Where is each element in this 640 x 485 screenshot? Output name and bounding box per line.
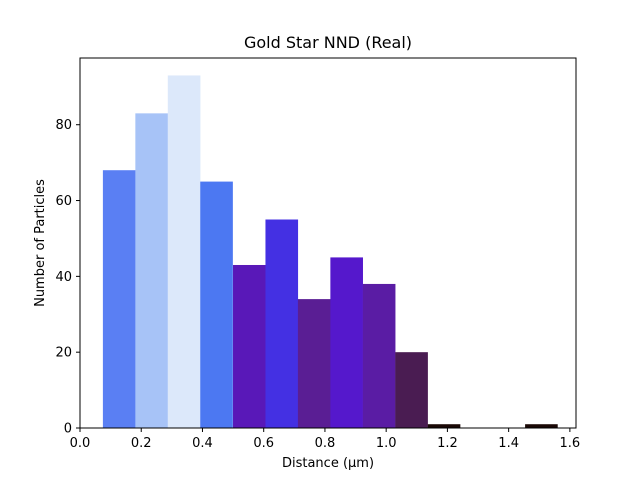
y-tick-label-5: 80	[55, 118, 72, 133]
histogram-bar-1	[102, 170, 136, 428]
bars-layer	[102, 75, 558, 428]
histogram-bar-3	[167, 75, 201, 428]
y-tick-label-2: 20	[55, 346, 72, 361]
y-axis: 0 20 40 60 80	[55, 118, 80, 437]
histogram-bar-8	[330, 257, 363, 428]
x-tick-label-4: 0.6	[253, 436, 274, 451]
x-tick-label-2: 0.2	[131, 436, 152, 451]
histogram-bar-10	[395, 352, 428, 428]
histogram-bar-9	[362, 283, 396, 428]
y-tick-label-1: 0	[64, 422, 72, 437]
x-tick-label-5: 0.8	[315, 436, 336, 451]
x-axis: 0.0 0.2 0.4 0.6 0.8 1.0 1.2 1.4 1.6	[70, 428, 581, 451]
x-tick-label-8: 1.4	[498, 436, 519, 451]
chart-title: Gold Star NND (Real)	[244, 33, 412, 52]
x-tick-label-1: 0.0	[70, 436, 91, 451]
y-tick-label-3: 40	[55, 270, 72, 285]
histogram-bar-6	[265, 219, 299, 428]
plot-frame	[79, 57, 577, 429]
x-tick-label-6: 1.0	[376, 436, 397, 451]
x-tick-label-3: 0.4	[192, 436, 213, 451]
histogram-bar-7	[297, 299, 331, 428]
histogram-bar-5	[233, 264, 266, 428]
histogram-bar-4	[200, 181, 233, 428]
y-tick-label-4: 60	[55, 194, 72, 209]
histogram-bar-11	[427, 424, 461, 428]
y-axis-label: Number of Particles	[33, 179, 48, 307]
histogram-bar-14	[525, 424, 558, 428]
x-tick-label-7: 1.2	[437, 436, 458, 451]
x-tick-label-9: 1.6	[560, 436, 581, 451]
histogram-bar-2	[135, 113, 168, 428]
x-axis-label: Distance (µm)	[282, 456, 374, 471]
